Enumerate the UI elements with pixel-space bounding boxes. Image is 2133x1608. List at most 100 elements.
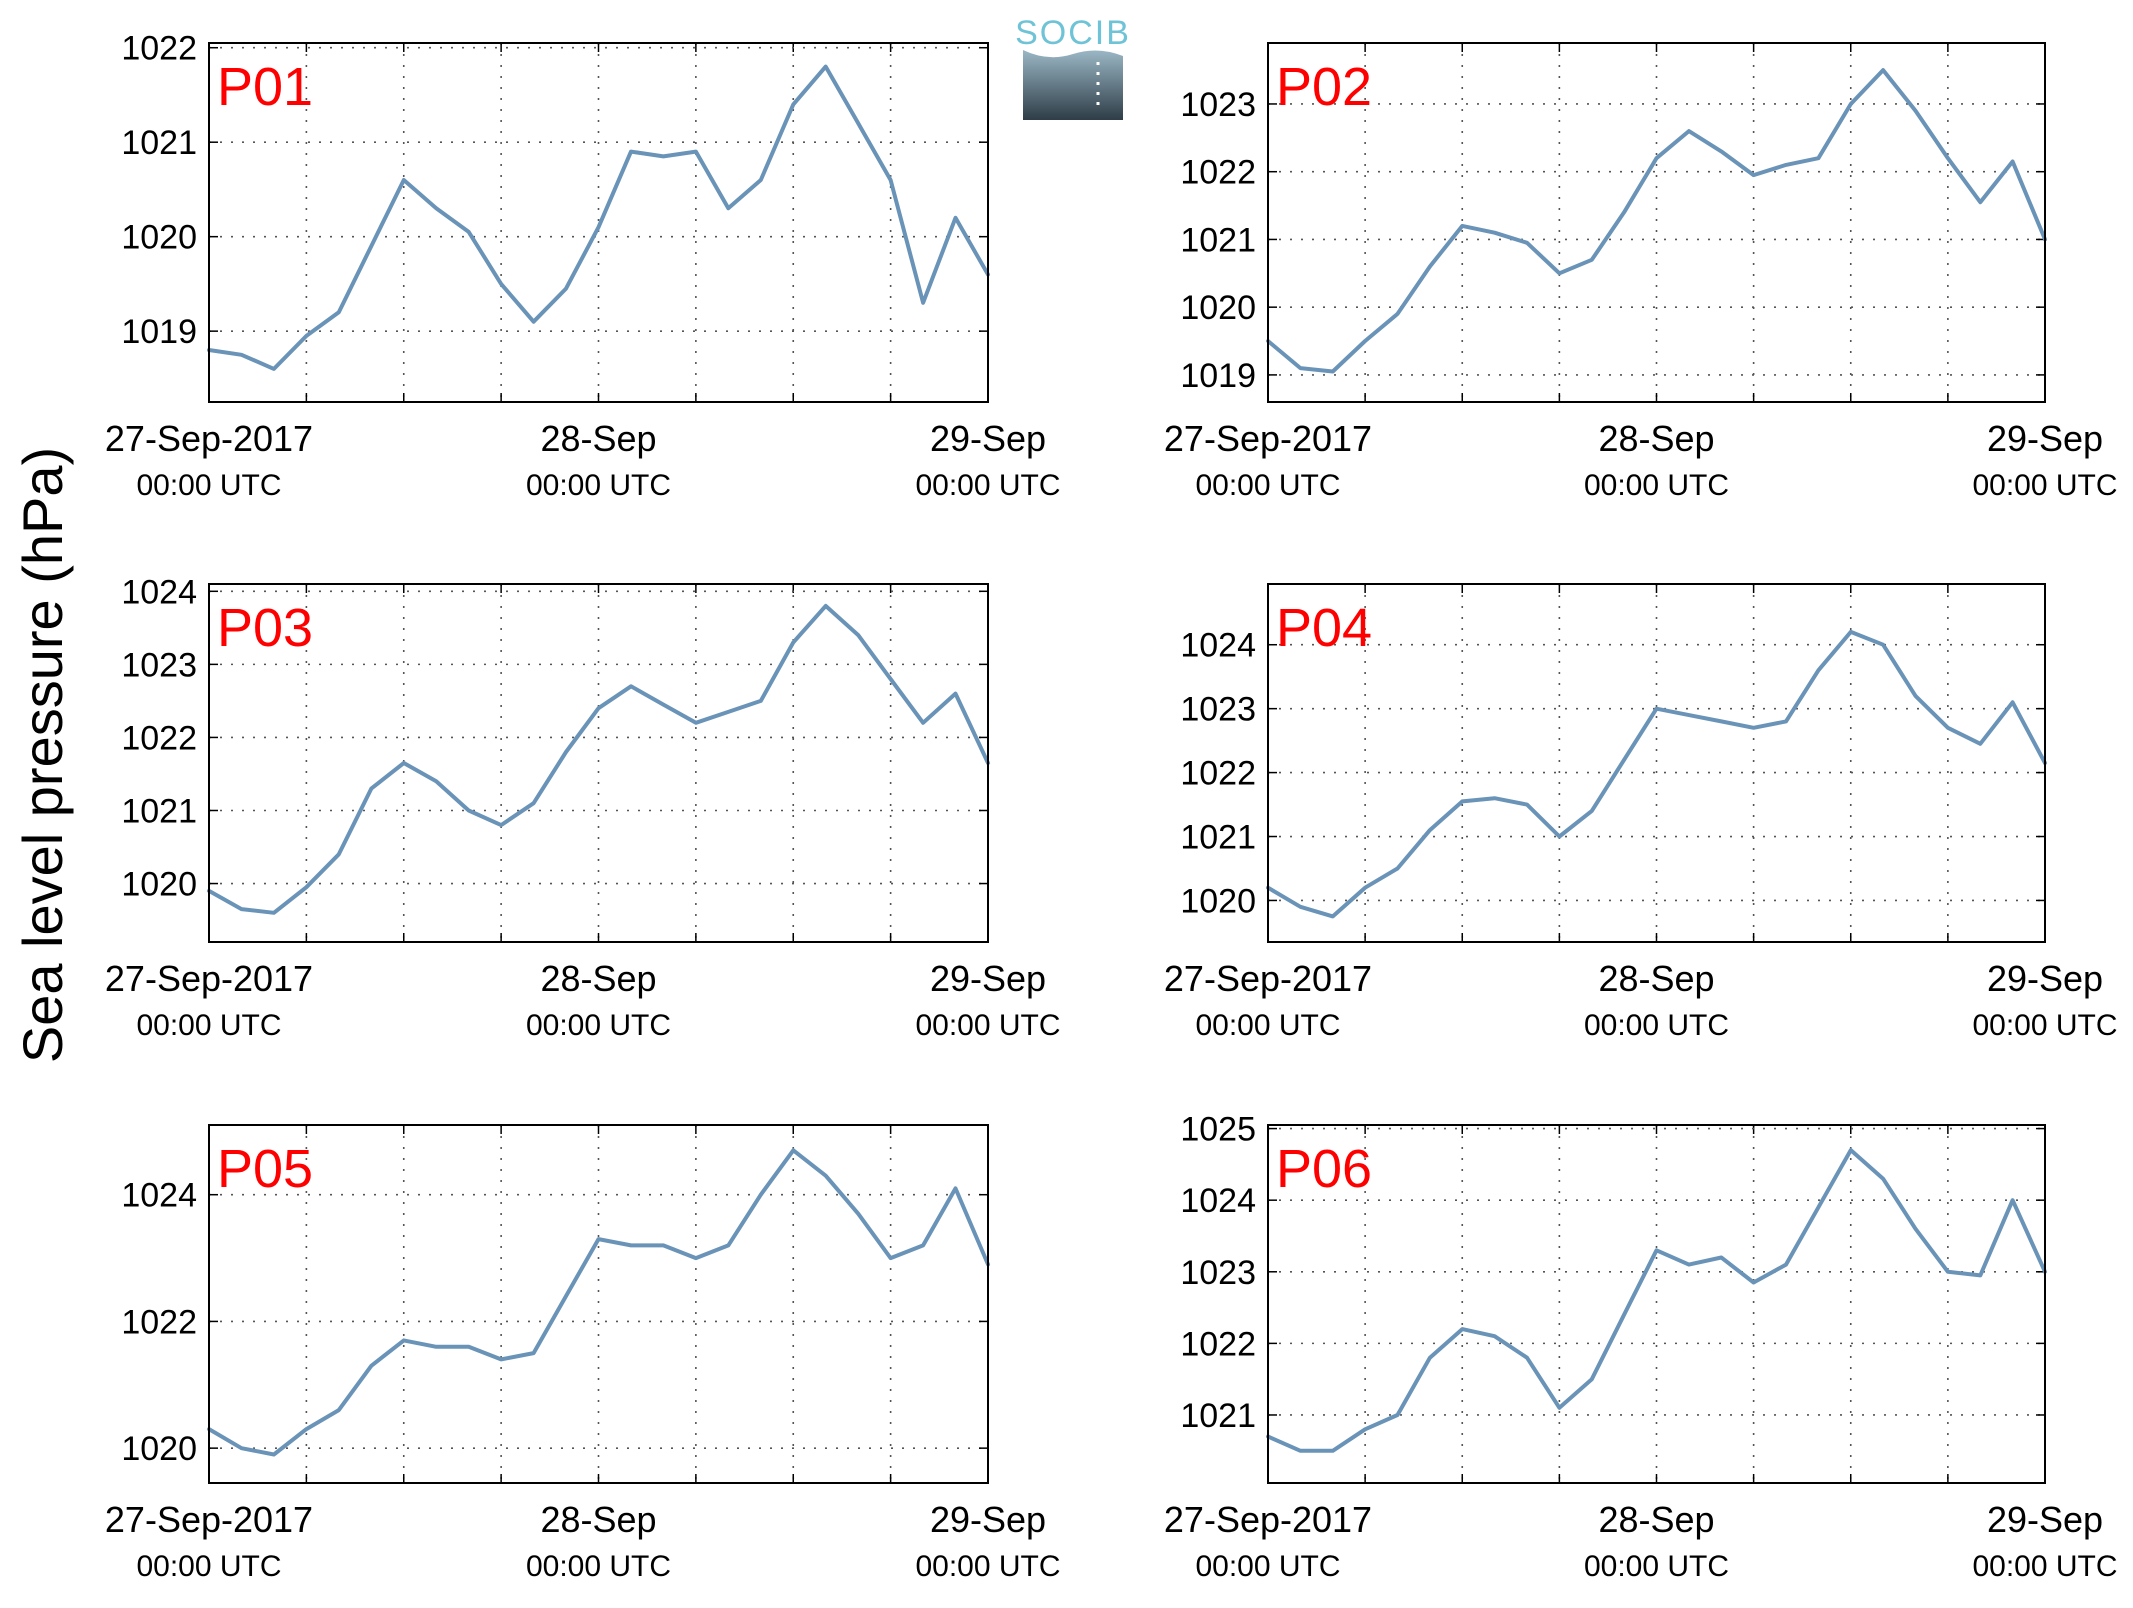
data-point — [304, 885, 308, 889]
data-point — [1784, 163, 1788, 167]
data-point — [272, 367, 276, 371]
data-point — [694, 721, 698, 725]
x-tick-time-label: 00:00 UTC — [915, 1009, 1060, 1042]
data-point — [1687, 129, 1691, 133]
data-point — [694, 1256, 698, 1260]
data-point — [272, 911, 276, 915]
x-tick-date-label: 27-Sep-2017 — [1164, 418, 1372, 459]
data-point — [434, 206, 438, 210]
data-point — [661, 1243, 665, 1247]
panel-p02: 1019 1020 1021 1022 1023 27-Sep-2017 00:00 UTC… — [1164, 42, 2118, 502]
data-point — [2011, 1198, 2015, 1202]
data-point — [1784, 1263, 1788, 1267]
x-tick-date-label: 29-Sep — [1987, 958, 2103, 999]
data-point — [1428, 828, 1432, 832]
data-point — [434, 1345, 438, 1349]
data-point — [467, 1345, 471, 1349]
panel-label: P02 — [1276, 57, 1372, 117]
x-tick-time-label: 00:00 UTC — [1584, 1550, 1729, 1583]
panel-p06: 1021 1022 1023 1024 1025 27-Sep-2017 00:00 UTC… — [1164, 1111, 2118, 1583]
x-tick-time-label: 00:00 UTC — [526, 1009, 671, 1042]
x-tick-date-label: 28-Sep — [1598, 1499, 1714, 1540]
data-point — [954, 216, 957, 220]
y-tick-label: 1021 — [1180, 1397, 1256, 1435]
data-point — [1460, 799, 1464, 803]
data-point — [1590, 1377, 1594, 1381]
x-tick-date-label: 29-Sep — [1987, 1499, 2103, 1540]
data-point — [1881, 1177, 1885, 1181]
y-tick-label: 1021 — [1180, 221, 1256, 259]
data-point — [1816, 1205, 1820, 1209]
data-point — [954, 692, 957, 696]
data-point — [1719, 719, 1723, 723]
data-point — [759, 1193, 763, 1197]
data-point — [1978, 1273, 1982, 1277]
data-point — [1881, 68, 1885, 72]
x-tick-date-label: 27-Sep-2017 — [105, 958, 313, 999]
shared-y-axis-label: Sea level pressure (hPa) — [11, 447, 74, 1063]
data-point — [1298, 1449, 1302, 1453]
data-point — [2011, 700, 2015, 704]
panel-label: P06 — [1276, 1139, 1372, 1199]
data-point — [1557, 271, 1561, 275]
x-tick-date-label: 29-Sep — [930, 1499, 1046, 1540]
data-point — [1655, 156, 1658, 160]
logo-text: SOCIB — [1015, 14, 1131, 52]
y-tick-label: 1022 — [121, 30, 197, 68]
x-tick-date-label: 27-Sep-2017 — [105, 1499, 313, 1540]
y-tick-label: 1021 — [121, 124, 197, 162]
panel-p03: 1020 1021 1022 1023 1024 27-Sep-2017 00:00 UTC… — [105, 573, 1061, 1042]
data-point — [856, 121, 860, 125]
y-tick-label: 1021 — [1180, 819, 1256, 857]
panel-label: P01 — [217, 57, 313, 117]
data-point — [1655, 707, 1658, 711]
x-tick-time-label: 00:00 UTC — [526, 1550, 671, 1583]
data-point — [369, 1364, 373, 1368]
data-point — [2011, 160, 2015, 163]
data-point — [532, 801, 536, 805]
x-tick-date-label: 29-Sep — [930, 418, 1046, 459]
data-point — [1816, 668, 1820, 672]
panel-label: P03 — [217, 598, 313, 658]
panel-label: P04 — [1276, 598, 1372, 658]
x-tick-time-label: 00:00 UTC — [915, 1550, 1060, 1583]
y-tick-label: 1022 — [121, 1303, 197, 1341]
panel-p05: 1020 1022 1024 27-Sep-2017 00:00 UTC 28-Sep 00… — [105, 1124, 1061, 1583]
axes-frame — [1267, 1124, 2046, 1484]
data-point — [1396, 1413, 1399, 1417]
data-point — [1622, 210, 1626, 214]
data-point — [1363, 886, 1367, 890]
data-point — [369, 244, 373, 248]
data-point — [467, 230, 471, 234]
data-point — [1752, 726, 1756, 730]
data-point — [272, 1453, 276, 1456]
data-point — [1946, 156, 1950, 160]
data-point — [726, 206, 730, 210]
data-point — [1752, 1281, 1756, 1284]
y-tick-label: 1020 — [1180, 289, 1256, 327]
data-point — [337, 852, 341, 856]
data-point — [499, 282, 503, 286]
x-tick-time-label: 00:00 UTC — [1972, 1009, 2117, 1042]
x-tick-date-label: 27-Sep-2017 — [1164, 958, 1372, 999]
data-point — [1428, 1356, 1432, 1360]
data-point — [1687, 1263, 1691, 1267]
x-tick-date-label: 28-Sep — [540, 418, 656, 459]
panels: 1019 1020 1021 1022 27-Sep-2017 00:00 UTC 28-S… — [105, 30, 2118, 1583]
data-point — [824, 604, 828, 608]
data-point — [1331, 370, 1335, 373]
y-tick-label: 1022 — [1180, 1325, 1256, 1363]
data-point — [1914, 1227, 1917, 1231]
data-point — [1331, 1449, 1335, 1453]
data-point — [240, 907, 243, 911]
data-point — [564, 1294, 568, 1298]
x-tick-date-label: 28-Sep — [540, 1499, 656, 1540]
data-point — [1752, 173, 1756, 177]
panel-p01: 1019 1020 1021 1022 27-Sep-2017 00:00 UTC 28-S… — [105, 30, 1061, 502]
y-tick-label: 1023 — [1180, 1254, 1256, 1292]
data-point — [369, 787, 373, 791]
data-point — [1719, 1256, 1723, 1259]
data-point — [921, 1243, 925, 1247]
data-point — [921, 721, 925, 725]
